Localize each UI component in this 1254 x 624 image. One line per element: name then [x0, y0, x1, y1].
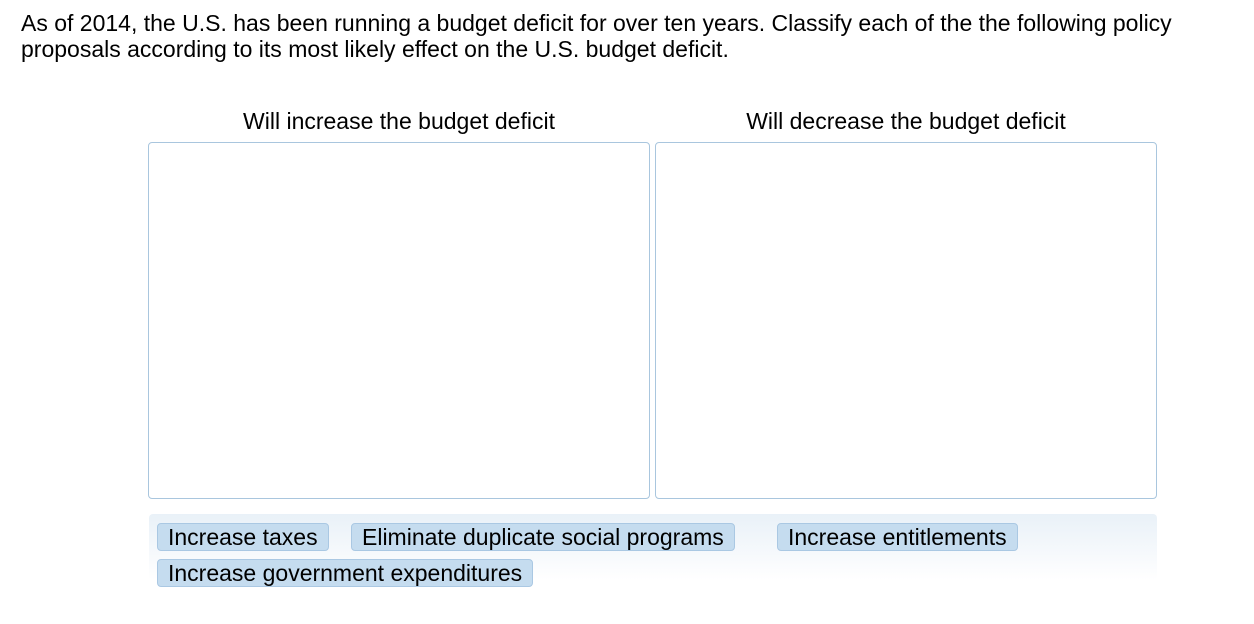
tile-eliminate-duplicate-social-programs[interactable]: Eliminate duplicate social programs: [351, 523, 735, 551]
tile-increase-government-expenditures[interactable]: Increase government expenditures: [157, 559, 534, 587]
question-text: As of 2014, the U.S. has been running a …: [21, 10, 1172, 62]
tile-increase-taxes[interactable]: Increase taxes: [157, 523, 329, 551]
category-header-increase: Will increase the budget deficit: [243, 108, 555, 134]
category-header-decrease: Will decrease the budget deficit: [746, 108, 1066, 134]
dropzone-decrease-deficit[interactable]: [655, 142, 1157, 499]
tile-increase-entitlements[interactable]: Increase entitlements: [777, 523, 1018, 551]
dropzone-increase-deficit[interactable]: [148, 142, 650, 499]
